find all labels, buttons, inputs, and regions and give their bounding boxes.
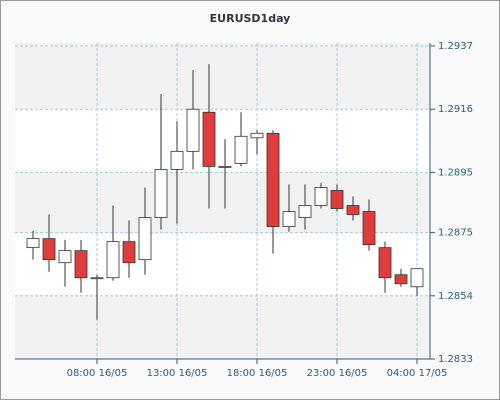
- candle-body: [346, 205, 360, 215]
- candle-body: [74, 250, 88, 279]
- x-tick-label: 23:00 16/05: [307, 368, 368, 379]
- x-tick-label: 08:00 16/05: [67, 368, 128, 379]
- candle-body: [250, 132, 264, 139]
- candle-body: [330, 190, 344, 209]
- candle-body: [138, 217, 152, 261]
- y-tick-label: 1.2895: [438, 167, 473, 178]
- candle-body: [42, 238, 56, 261]
- candle-body: [362, 211, 376, 246]
- candle-body: [122, 241, 136, 264]
- candle-body: [202, 111, 216, 167]
- candle-body: [154, 168, 168, 218]
- candle-body: [170, 150, 184, 170]
- candle-body: [266, 132, 280, 227]
- band: [15, 109, 430, 173]
- candle-body: [234, 135, 248, 164]
- candle-body: [378, 247, 392, 279]
- candle-body: [410, 268, 424, 288]
- candle-body: [186, 108, 200, 152]
- candle-body: [106, 241, 120, 279]
- candle-body: [282, 211, 296, 227]
- candle-body: [394, 274, 408, 285]
- x-tick-label: 13:00 16/05: [147, 368, 208, 379]
- x-tick-label: 04:00 17/05: [387, 368, 448, 379]
- candle-body: [58, 250, 72, 264]
- y-tick-label: 1.2875: [438, 228, 473, 239]
- candle-body: [314, 187, 328, 206]
- chart-title: EURUSD1day: [210, 12, 291, 25]
- x-tick-label: 18:00 16/05: [227, 368, 288, 379]
- y-tick-label: 1.2937: [438, 41, 473, 52]
- candle-body: [218, 165, 232, 168]
- y-tick-label: 1.2854: [438, 291, 473, 302]
- candle-body: [298, 205, 312, 218]
- candle-body: [26, 238, 40, 249]
- y-tick-label: 1.2833: [438, 354, 473, 365]
- plot-area: [15, 43, 430, 359]
- y-tick-label: 1.2916: [438, 104, 473, 115]
- candle-body: [90, 277, 104, 280]
